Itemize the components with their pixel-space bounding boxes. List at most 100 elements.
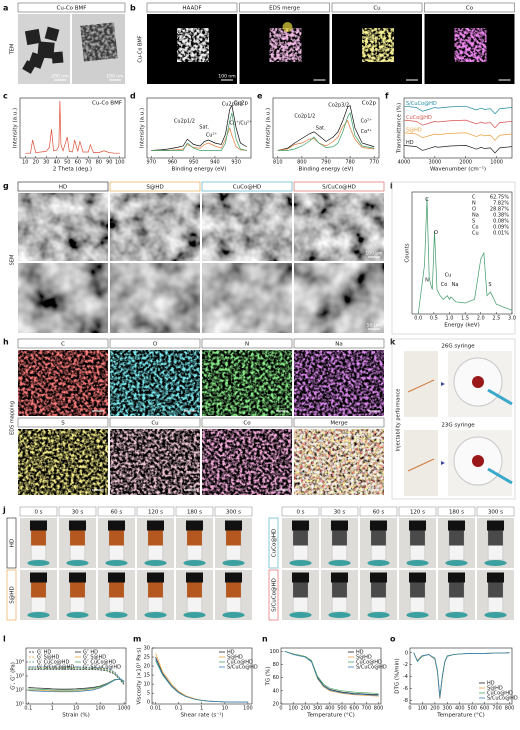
plot-frame xyxy=(272,97,380,159)
scale-label: 50 µm xyxy=(367,323,381,329)
header-box xyxy=(109,338,201,349)
plot-frame xyxy=(411,191,513,315)
particle xyxy=(22,60,36,74)
gel xyxy=(70,582,85,598)
header-box xyxy=(293,417,385,428)
legend-entry: G″ HD xyxy=(83,650,98,656)
panel-label: b xyxy=(130,4,136,13)
stand xyxy=(144,612,167,618)
legend-entry: S/CuCo@HD xyxy=(227,665,258,671)
x-tick-label: 0 xyxy=(279,706,282,712)
scale-label: 100 nm xyxy=(106,74,123,80)
x-tick-label: 800 xyxy=(505,706,515,712)
y-tick-label: -8 xyxy=(403,698,408,704)
x-tick-label: 100 xyxy=(243,706,253,712)
annotation: Na xyxy=(452,282,459,288)
header-box xyxy=(201,338,293,349)
header: Cu xyxy=(373,5,380,11)
image-texture xyxy=(202,263,292,333)
header-box xyxy=(293,338,385,349)
y-tick-label: 80 xyxy=(273,662,279,668)
image xyxy=(18,429,108,495)
x-tick-label: 770 xyxy=(369,160,379,166)
annotation: Co³⁺ xyxy=(361,129,373,135)
legend-entry: G′ S@HD xyxy=(37,655,60,661)
y-axis-label: DTG (%/min) xyxy=(395,658,401,693)
stand xyxy=(27,560,50,566)
gel xyxy=(332,530,347,546)
x-tick-label: 700 xyxy=(362,706,372,712)
x-tick-label: 80 xyxy=(96,160,102,166)
cap xyxy=(291,572,310,583)
time-label: 180 s xyxy=(187,509,202,515)
composition-element: N xyxy=(472,201,476,207)
needle xyxy=(407,458,435,472)
x-tick-label: 1 xyxy=(51,706,54,712)
header: Cu xyxy=(151,420,158,426)
panel-frame xyxy=(391,181,516,335)
panel-label: g xyxy=(3,182,9,191)
time-box xyxy=(214,506,253,517)
cap xyxy=(29,520,48,531)
series-line xyxy=(28,668,125,684)
header: Co xyxy=(466,5,474,11)
legend-entry: S/CuCo@HD xyxy=(487,696,518,702)
panel-label: e xyxy=(257,92,263,101)
image-texture xyxy=(18,350,108,416)
y-tick-label: 30 xyxy=(144,646,150,652)
panel-label: f xyxy=(385,92,389,101)
gel xyxy=(187,582,202,598)
side-label: Injectability performance xyxy=(396,389,402,452)
panel-label: i xyxy=(390,182,393,191)
series-line xyxy=(28,678,125,690)
stand xyxy=(367,560,390,566)
annotation: Sat. xyxy=(199,124,209,130)
gel xyxy=(293,530,308,546)
particle xyxy=(269,28,302,62)
header: S@HD xyxy=(146,184,163,190)
gel xyxy=(226,582,241,598)
photo xyxy=(404,351,438,417)
x-tick-label: 800 xyxy=(297,160,307,166)
scale-label: 100 µm xyxy=(365,484,382,490)
time-label: 0 s xyxy=(296,509,304,515)
panel-label: m xyxy=(133,635,141,644)
cap xyxy=(369,572,388,583)
header: EDS merge xyxy=(269,5,300,11)
x-axis-label: Wavenumber (cm⁻¹) xyxy=(430,166,486,173)
panel-label: o xyxy=(390,635,396,644)
x-axis-label: Strain (%) xyxy=(62,713,90,719)
image-texture xyxy=(110,350,200,416)
y-tick-label: -6 xyxy=(403,686,408,692)
y-tick-label: 10³ xyxy=(16,674,24,680)
x-tick-label: 0.0 xyxy=(414,316,422,322)
image xyxy=(110,263,200,333)
syringe xyxy=(487,467,513,485)
image xyxy=(110,193,200,261)
x-tick-label: 90 xyxy=(106,160,112,166)
annotation: Cu xyxy=(445,272,452,278)
cap xyxy=(408,572,427,583)
annotation: N xyxy=(425,277,429,283)
header: HD xyxy=(59,184,67,190)
panel-label: l xyxy=(3,635,6,644)
particle-hotspot xyxy=(282,22,293,32)
annotation: O xyxy=(434,230,438,236)
gel xyxy=(371,582,386,598)
header-box xyxy=(424,2,515,13)
x-tick-label: 3000 xyxy=(428,160,441,166)
series-line xyxy=(403,105,513,115)
legend-entry: G″ S@HD xyxy=(83,655,106,661)
header: Co xyxy=(243,420,251,426)
x-tick-label: 70 xyxy=(85,160,91,166)
stand xyxy=(445,612,468,618)
cap xyxy=(486,520,505,531)
cap xyxy=(29,572,48,583)
row-box xyxy=(6,569,17,621)
x-axis-label: Energy (keV) xyxy=(444,323,479,329)
cap xyxy=(107,520,126,531)
series-line xyxy=(151,104,247,151)
header: HAADF xyxy=(182,5,201,11)
annotation: Cu²⁺ xyxy=(206,133,218,139)
time-label: 120 s xyxy=(148,509,163,515)
